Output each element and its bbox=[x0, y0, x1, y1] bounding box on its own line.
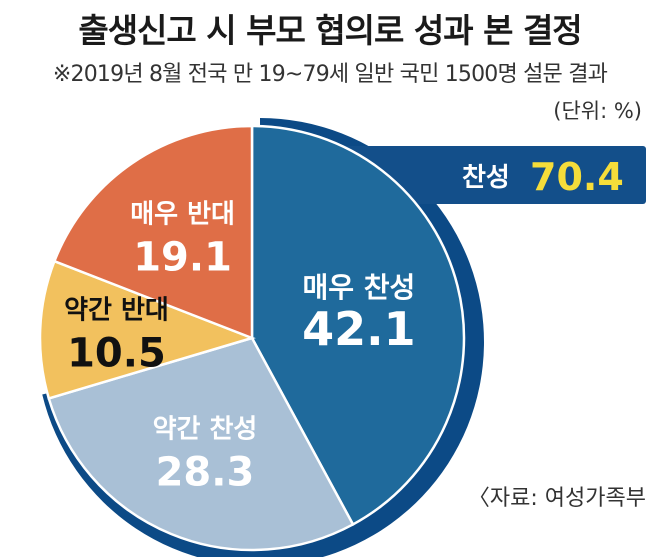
agree-callout-label: 찬성 bbox=[462, 163, 510, 193]
pie-slice-strong-disagree bbox=[52, 124, 254, 340]
pie-slice-somewhat-disagree bbox=[38, 259, 256, 400]
slice-value-somewhat-disagree: 10.5 bbox=[67, 330, 166, 376]
pie-slice-somewhat-agree bbox=[47, 336, 355, 552]
slice-label-strong-disagree: 매우 반대 bbox=[130, 200, 235, 230]
chart-title: 출생신고 시 부모 협의로 성과 본 결정 bbox=[78, 11, 582, 50]
pie-slice-strong-agree bbox=[250, 124, 466, 527]
slice-label-strong-agree: 매우 찬성 bbox=[302, 271, 415, 304]
slice-value-strong-disagree: 19.1 bbox=[133, 235, 232, 281]
pie-slices bbox=[38, 124, 466, 552]
slice-label-somewhat-agree: 약간 찬성 bbox=[153, 415, 258, 445]
source-note: 〈자료: 여성가족부 bbox=[467, 486, 646, 511]
agree-callout-value: 70.4 bbox=[530, 155, 624, 199]
unit-label: (단위: %) bbox=[553, 99, 642, 123]
chart-subtitle: ※2019년 8월 전국 만 19~79세 일반 국민 1500명 설문 결과 bbox=[52, 62, 608, 87]
slice-value-somewhat-agree: 28.3 bbox=[156, 450, 255, 496]
slice-label-somewhat-disagree: 약간 반대 bbox=[64, 295, 169, 325]
slice-value-strong-agree: 42.1 bbox=[302, 302, 416, 356]
